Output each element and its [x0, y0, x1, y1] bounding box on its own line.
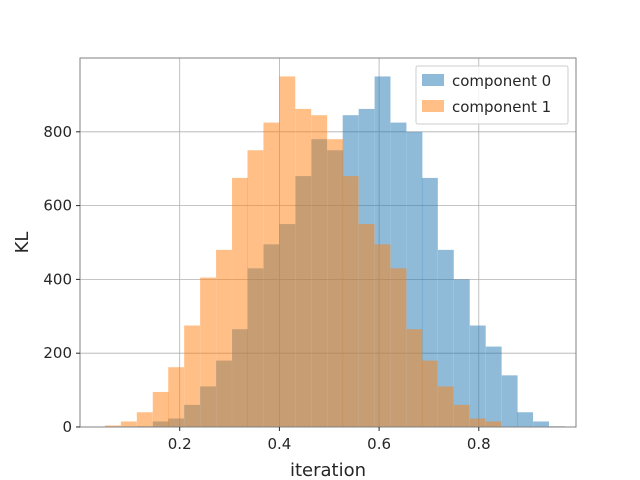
bar-series-1-11 [279, 76, 296, 427]
bar-series-1-13 [311, 115, 328, 427]
legend: component 0 component 1 [415, 65, 569, 125]
legend-frame [415, 65, 569, 125]
bar-series-1-18 [390, 268, 407, 427]
series-1-bars [104, 76, 502, 427]
bar-series-1-20 [421, 360, 438, 427]
bar-series-0-22 [485, 346, 502, 427]
bar-series-1-14 [327, 139, 344, 427]
bar-series-0-25 [533, 421, 549, 427]
bar-series-1-9 [247, 150, 264, 427]
bar-series-1-0 [104, 425, 121, 427]
bar-series-1-8 [232, 177, 248, 427]
y-axis-ticks: 0 200 400 600 800 [43, 123, 80, 436]
bar-series-1-17 [374, 244, 391, 427]
y-tick-label-2: 400 [43, 270, 72, 288]
y-tick-label-4: 800 [43, 123, 72, 141]
y-tick-label-0: 0 [62, 418, 72, 436]
bar-series-1-5 [184, 325, 201, 427]
bar-series-1-6 [200, 277, 216, 427]
bar-series-1-24 [485, 421, 502, 427]
x-tick-label-0: 0.2 [168, 435, 192, 453]
bar-series-1-19 [406, 329, 423, 427]
legend-label-0: component 0 [452, 72, 551, 90]
bar-series-1-10 [263, 122, 280, 427]
bar-series-1-2 [136, 412, 153, 427]
x-tick-label-1: 0.4 [267, 435, 291, 453]
bar-series-1-1 [120, 421, 137, 427]
y-tick-label-1: 200 [43, 344, 72, 362]
bar-series-1-7 [216, 249, 232, 427]
plot-frame [79, 57, 577, 428]
bar-series-1-22 [453, 404, 470, 427]
bar-series-0-24 [517, 412, 534, 427]
histogram-bars [104, 76, 565, 428]
bar-series-0-23 [501, 375, 518, 427]
bar-series-1-12 [295, 108, 312, 427]
x-tick-label-2: 0.6 [367, 435, 391, 453]
y-axis-label: KL [12, 232, 33, 254]
bar-series-1-16 [358, 224, 375, 427]
x-axis-ticks: 0.2 0.4 0.6 0.8 [168, 427, 491, 453]
bar-series-1-4 [168, 367, 185, 427]
legend-label-1: component 1 [452, 98, 551, 116]
bar-series-1-15 [342, 176, 359, 427]
legend-swatch-0 [422, 74, 444, 86]
legend-swatch-1 [422, 100, 444, 112]
y-tick-label-3: 600 [43, 197, 72, 215]
bar-series-1-21 [437, 386, 454, 427]
bar-series-0-21 [469, 325, 486, 427]
bar-series-1-23 [469, 418, 486, 427]
x-axis-label: iteration [290, 460, 366, 480]
x-tick-label-3: 0.8 [467, 435, 491, 453]
bar-series-0-19 [437, 249, 454, 427]
bar-series-1-3 [152, 391, 169, 427]
bar-series-0-20 [453, 279, 470, 427]
